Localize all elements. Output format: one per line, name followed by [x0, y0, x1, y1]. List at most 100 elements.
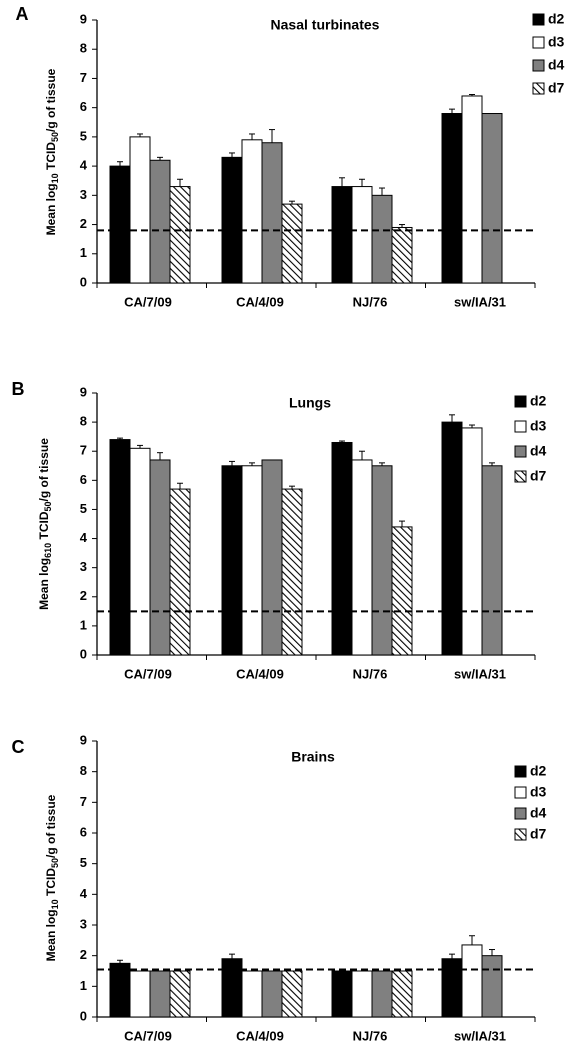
legend-label: d4	[548, 57, 565, 73]
x-category-label: CA/7/09	[124, 666, 172, 681]
y-tick-label: 1	[80, 978, 87, 993]
y-axis-label-subscript: 610	[43, 543, 53, 558]
y-axis-label-subscript: 50	[50, 132, 60, 142]
y-tick-label: 8	[80, 414, 87, 429]
y-tick-label: 2	[80, 947, 87, 962]
y-axis-label-part: /g of tissue	[44, 68, 58, 132]
bar-d3	[241, 139, 263, 284]
bar-d4	[481, 955, 503, 1018]
panel-label: C	[12, 737, 25, 757]
legend-swatch-d4	[514, 807, 527, 820]
y-tick-label: 6	[80, 99, 87, 114]
bar-d4	[481, 113, 503, 284]
legend-swatch-d4	[514, 445, 527, 458]
y-tick-label: 7	[80, 443, 87, 458]
legend-label: d2	[530, 763, 547, 779]
bar-d4	[149, 459, 171, 656]
y-axis-label-part: /g of tissue	[37, 438, 51, 502]
panel-label: A	[16, 4, 29, 24]
legend-label: d7	[530, 468, 547, 484]
x-category-label: CA/7/09	[124, 1028, 172, 1043]
legend-swatch-d7	[514, 470, 527, 483]
bar-d2	[441, 958, 463, 1018]
y-tick-label: 4	[80, 886, 88, 901]
bar-d4	[261, 970, 283, 1018]
y-tick-label: 7	[80, 70, 87, 85]
x-category-label: NJ/76	[353, 666, 388, 681]
bar-d4	[481, 465, 503, 656]
bar-d7	[169, 488, 191, 656]
y-axis-label-subscript: 10	[50, 899, 60, 909]
bar-d4	[371, 970, 393, 1018]
bar-d4	[371, 465, 393, 656]
legend: d2 d3 d4 d7	[514, 393, 547, 484]
bar-d7	[169, 970, 191, 1018]
legend-label: d7	[530, 826, 547, 842]
bar-d3	[351, 970, 373, 1018]
y-axis-label-part: TCID	[44, 142, 58, 174]
bar-d4	[149, 159, 171, 284]
y-tick-label: 6	[80, 824, 87, 839]
bar-d3	[461, 95, 483, 284]
y-tick-label: 5	[80, 855, 87, 870]
bar-d7	[281, 488, 303, 656]
bar-d3	[461, 944, 483, 1018]
y-axis-label-part: TCID	[37, 511, 51, 543]
y-tick-label: 3	[80, 559, 87, 574]
y-tick-label: 0	[80, 1008, 87, 1023]
y-tick-label: 8	[80, 763, 87, 778]
bar-d7	[169, 186, 191, 284]
y-tick-label: 4	[80, 158, 88, 173]
legend-label: d7	[548, 80, 565, 96]
y-tick-label: 2	[80, 216, 87, 231]
y-tick-label: 1	[80, 617, 87, 632]
legend-label: d4	[530, 443, 547, 459]
chart-title: Lungs	[289, 395, 331, 411]
y-axis-label: Mean log10 TCID50/g of tissue	[44, 794, 60, 961]
y-tick-label: 0	[80, 274, 87, 289]
x-category-label: sw/IA/31	[454, 294, 506, 309]
legend-swatch-d7	[532, 82, 545, 95]
x-category-label: sw/IA/31	[454, 1028, 506, 1043]
legend-swatch-d2	[514, 395, 527, 408]
bar-d3	[129, 447, 151, 656]
y-tick-label: 4	[80, 530, 88, 545]
y-tick-label: 8	[80, 41, 87, 56]
legend-swatch-d7	[514, 828, 527, 841]
bar-d3	[241, 465, 263, 656]
bar-d2	[221, 958, 243, 1018]
bar-d4	[149, 970, 171, 1018]
x-category-label: CA/4/09	[236, 1028, 284, 1043]
bar-d2	[441, 113, 463, 284]
panel-B: B Lungs Mean log610 TCID50/g of tissue 0 1 2 3…	[12, 379, 547, 682]
bar-d3	[351, 459, 373, 656]
bar-d2	[221, 465, 243, 656]
y-tick-label: 5	[80, 501, 87, 516]
x-category-label: CA/7/09	[124, 294, 172, 309]
y-axis-label-part: Mean log	[44, 909, 58, 961]
legend-swatch-d2	[514, 765, 527, 778]
x-category-label: CA/4/09	[236, 666, 284, 681]
legend-label: d3	[548, 34, 565, 50]
bar-d2	[221, 156, 243, 284]
legend-swatch-d3	[514, 420, 527, 433]
bar-d3	[351, 186, 373, 284]
chart-title: Brains	[291, 749, 335, 765]
y-tick-label: 0	[80, 646, 87, 661]
bar-d3	[129, 136, 151, 284]
bar-d7	[281, 203, 303, 284]
y-tick-label: 2	[80, 588, 87, 603]
bar-d2	[109, 439, 131, 656]
y-tick-label: 1	[80, 245, 87, 260]
bar-d7	[281, 970, 303, 1018]
bar-d2	[331, 186, 353, 284]
y-axis-label-subscript: 50	[43, 501, 53, 511]
y-tick-label: 9	[80, 732, 87, 747]
legend-label: d3	[530, 418, 547, 434]
bar-d7	[391, 970, 413, 1018]
y-tick-label: 3	[80, 187, 87, 202]
bar-d7	[391, 226, 413, 284]
y-axis-label-part: Mean log	[44, 183, 58, 235]
y-tick-label: 7	[80, 794, 87, 809]
